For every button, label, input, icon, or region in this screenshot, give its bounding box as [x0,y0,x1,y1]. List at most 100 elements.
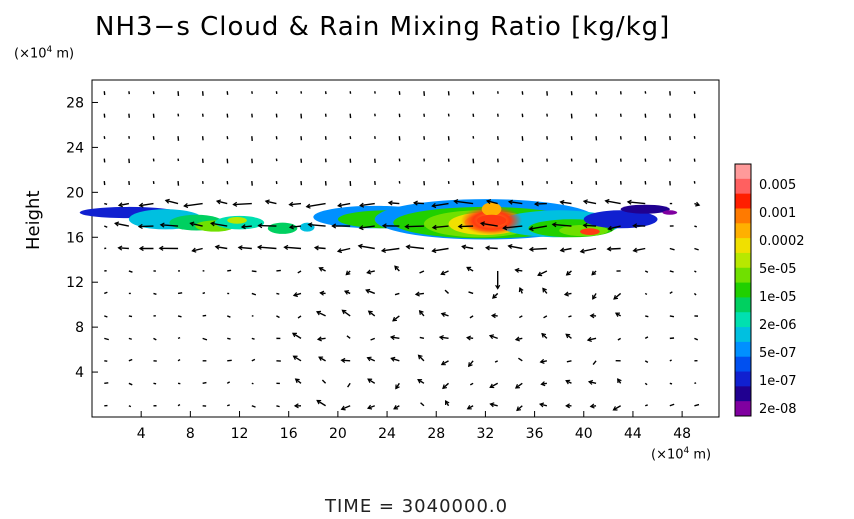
colorbar-swatch-8 [735,282,751,298]
wind-arrowhead-84 [316,336,322,342]
wind-arrowhead-46 [617,378,622,384]
colorbar-swatch-6 [735,252,751,269]
wind-vector-104 [202,314,207,317]
wind-vector-72 [644,360,649,363]
wind-vector-100 [104,315,108,318]
wind-vector-157 [276,269,281,272]
wind-vector-136 [365,289,376,295]
wind-vector-91 [489,334,498,340]
wind-vector-131 [251,292,257,296]
wind-vector-133 [293,292,302,297]
colorbar-label-4: 1e-05 [759,290,797,305]
wind-arrowhead-62 [390,356,396,362]
wind-arrowhead-237 [387,200,393,206]
wind-arrowhead-164 [440,270,446,276]
wind-vector-73 [669,359,672,362]
wind-arrowhead-187 [380,247,386,253]
wind-vector-139 [444,289,450,294]
wind-vector-132 [276,292,280,295]
wind-arrowhead-142 [518,287,524,293]
wind-arrowhead-21 [612,406,618,411]
x-tick-label-0: 4 [137,426,146,442]
colorbar-swatch-10 [735,312,751,328]
wind-vector-146 [613,292,622,300]
wind-vector-247 [627,201,646,205]
wind-arrowhead-94 [565,333,571,339]
wind-vector-81 [251,337,255,340]
wind-vector-206 [241,225,252,228]
wind-arrowhead-240 [453,198,459,205]
colorbar-swatch-9 [735,297,751,313]
wind-vector-182 [258,246,277,250]
wind-arrowhead-209 [307,222,313,228]
wind-vector-67 [518,357,523,362]
wind-arrowhead-222 [632,223,638,229]
wind-arrowhead-202 [137,223,143,230]
wind-arrowhead-241 [485,199,492,205]
wind-arrowhead-210 [331,223,337,229]
wind-vector-138 [415,292,425,296]
wind-arrowhead-194 [559,247,565,253]
colorbar-label-1: 0.001 [759,206,796,221]
wind-arrowhead-207 [257,223,263,229]
wind-arrowhead-60 [340,357,346,364]
y-tick-label-1: 8 [75,320,84,336]
wind-vector-237 [388,202,400,205]
colorbar-swatch-5 [735,238,751,254]
colorbar-swatch-12 [735,341,751,358]
wind-arrowhead-183 [283,244,289,250]
wind-arrowhead-212 [381,223,387,229]
wind-vector-89 [439,336,449,340]
cloud-blob-20 [620,204,670,214]
wind-vector-193 [529,247,547,251]
wind-arrowhead-214 [431,224,437,230]
wind-vector-238 [414,202,424,205]
x-tick-label-1: 8 [186,426,195,442]
wind-arrowhead-165 [466,266,472,272]
x-tick-label-8: 36 [526,426,544,442]
wind-arrowhead-134 [319,290,325,296]
wind-arrowhead-89 [438,335,444,341]
wind-arrowhead-162 [394,265,399,271]
wind-vector-115 [469,315,474,319]
cloud-max-top [481,202,502,216]
colorbar-swatch-1 [735,178,751,195]
wind-arrowhead-112 [392,316,398,322]
wind-arrowhead-190 [461,244,467,250]
wind-vector-62 [391,357,400,362]
wind-vector-215 [458,225,474,228]
wind-vector-225 [104,202,108,206]
wind-arrowhead-110 [341,309,347,315]
wind-arrowhead-216 [479,221,486,227]
wind-vector-156 [251,270,257,273]
x-tick-label-4: 20 [329,426,347,442]
wind-vector-84 [317,337,326,341]
wind-vector-40 [469,382,474,386]
wind-arrowhead-41 [489,383,495,389]
wind-vector-196 [607,247,621,250]
wind-vector-70 [592,360,597,366]
wind-arrowhead-180 [214,244,220,250]
wind-arrowhead-116 [490,313,496,319]
wind-vector-168 [537,270,548,276]
wind-vector-190 [462,245,474,250]
wind-vector-164 [440,270,449,275]
wind-vector-51 [128,358,133,362]
colorbar-label-5: 2e-06 [759,318,797,333]
wind-vector-83 [292,332,302,339]
wind-arrowhead-135 [343,290,350,295]
wind-vector-87 [390,336,400,340]
wind-vector-114 [441,312,449,317]
wind-arrowhead-166 [495,284,501,290]
wind-arrowhead-230 [215,199,222,205]
wind-vector-117 [518,315,523,319]
wind-vector-158 [297,270,302,274]
wind-vector-22 [645,404,648,407]
wind-arrowhead-168 [537,271,543,277]
wind-vector-96 [617,337,622,341]
wind-vector-195 [580,247,597,253]
wind-vector-61 [367,357,376,362]
wind-vector-211 [359,225,375,229]
wind-vector-185 [337,247,351,253]
wind-vector-163 [419,270,425,274]
